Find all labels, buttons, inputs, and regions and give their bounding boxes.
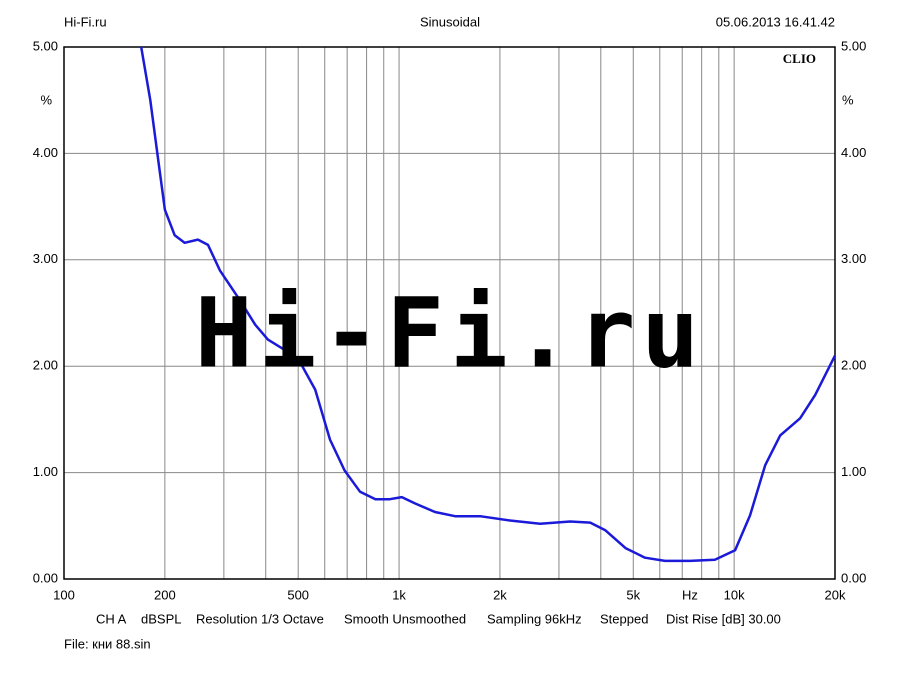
x-tick-label: 100 xyxy=(53,587,75,602)
y-unit-right: % xyxy=(842,92,854,107)
x-tick-label: 5k xyxy=(626,587,640,602)
footer-item: CH A xyxy=(96,611,127,626)
y-tick-label-right: 5.00 xyxy=(841,38,866,53)
x-tick-label: 500 xyxy=(287,587,309,602)
footer-item: dBSPL xyxy=(141,611,181,626)
footer-item: Stepped xyxy=(600,611,648,626)
header-center: Sinusoidal xyxy=(420,14,480,29)
header-left: Hi-Fi.ru xyxy=(64,14,107,29)
y-tick-label-right: 3.00 xyxy=(841,251,866,266)
plot-frame xyxy=(63,46,836,580)
footer-item: Sampling 96kHz xyxy=(487,611,582,626)
y-tick-label: 3.00 xyxy=(33,251,58,266)
footer-item: Smooth Unsmoothed xyxy=(344,611,466,626)
y-tick-label: 1.00 xyxy=(33,464,58,479)
footer-item: Resolution 1/3 Octave xyxy=(196,611,324,626)
data-line xyxy=(139,46,837,563)
brand: CLIO xyxy=(783,51,816,66)
y-unit: % xyxy=(40,92,52,107)
y-tick-label: 4.00 xyxy=(33,145,58,160)
y-tick-label-right: 0.00 xyxy=(841,570,866,585)
x-tick-label: 20k xyxy=(825,587,846,602)
y-tick-label: 5.00 xyxy=(33,38,58,53)
y-tick-label: 0.00 xyxy=(33,570,58,585)
x-tick-label: 2k xyxy=(493,587,507,602)
y-tick-label: 2.00 xyxy=(33,358,58,373)
y-tick-label-right: 1.00 xyxy=(841,464,866,479)
x-tick-label: 200 xyxy=(154,587,176,602)
x-unit: Hz xyxy=(682,587,698,602)
plot-area xyxy=(63,46,837,580)
footer-item: Dist Rise [dB] 30.00 xyxy=(666,611,781,626)
x-tick-label: 10k xyxy=(724,587,745,602)
x-tick-label: 1k xyxy=(392,587,406,602)
header-right: 05.06.2013 16.41.42 xyxy=(716,14,835,29)
y-tick-label-right: 4.00 xyxy=(841,145,866,160)
file-name: File: кни 88.sin xyxy=(64,636,151,651)
y-tick-label-right: 2.00 xyxy=(841,358,866,373)
watermark: Hi-Fi.ru xyxy=(195,277,705,389)
